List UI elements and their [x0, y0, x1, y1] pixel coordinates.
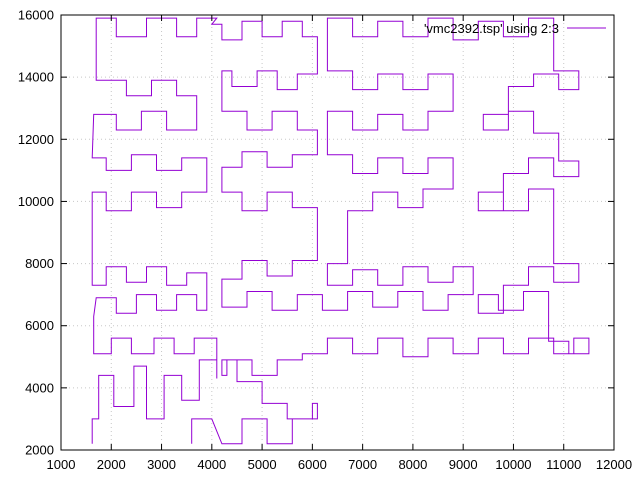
y-tick-label: 4000 [25, 380, 54, 395]
x-tick-label: 3000 [147, 457, 176, 472]
y-tick-label: 16000 [18, 8, 54, 23]
y-tick-label: 2000 [25, 443, 54, 458]
x-tick-label: 12000 [596, 457, 632, 472]
y-tick-label: 12000 [18, 132, 54, 147]
x-tick-label: 11000 [546, 457, 581, 472]
plot-frame [60, 14, 615, 451]
series-line-0 [91, 17, 590, 445]
legend: 'vmc2392.tsp' using 2:3 [424, 21, 606, 36]
y-tick-label: 10000 [18, 194, 54, 209]
x-tick-label: 4000 [197, 457, 226, 472]
y-tick-label: 6000 [25, 318, 54, 333]
axis-ticks: 1000 2000 3000 4000 5000 6000 7000 8000 9000 1000… [18, 8, 632, 473]
x-tick-label: 1000 [47, 457, 76, 472]
x-tick-label: 10000 [495, 457, 531, 472]
x-tick-label: 6000 [298, 457, 327, 472]
x-tick-label: 9000 [449, 457, 478, 472]
y-tick-label: 14000 [18, 70, 54, 85]
x-tick-label: 7000 [348, 457, 377, 472]
legend-label: 'vmc2392.tsp' using 2:3 [424, 21, 559, 36]
x-tick-label: 8000 [398, 457, 427, 472]
x-tick-label: 5000 [248, 457, 277, 472]
grid-lines [61, 15, 614, 450]
x-tick-label: 2000 [97, 457, 126, 472]
y-tick-label: 8000 [25, 256, 54, 271]
tour-series [91, 17, 590, 445]
